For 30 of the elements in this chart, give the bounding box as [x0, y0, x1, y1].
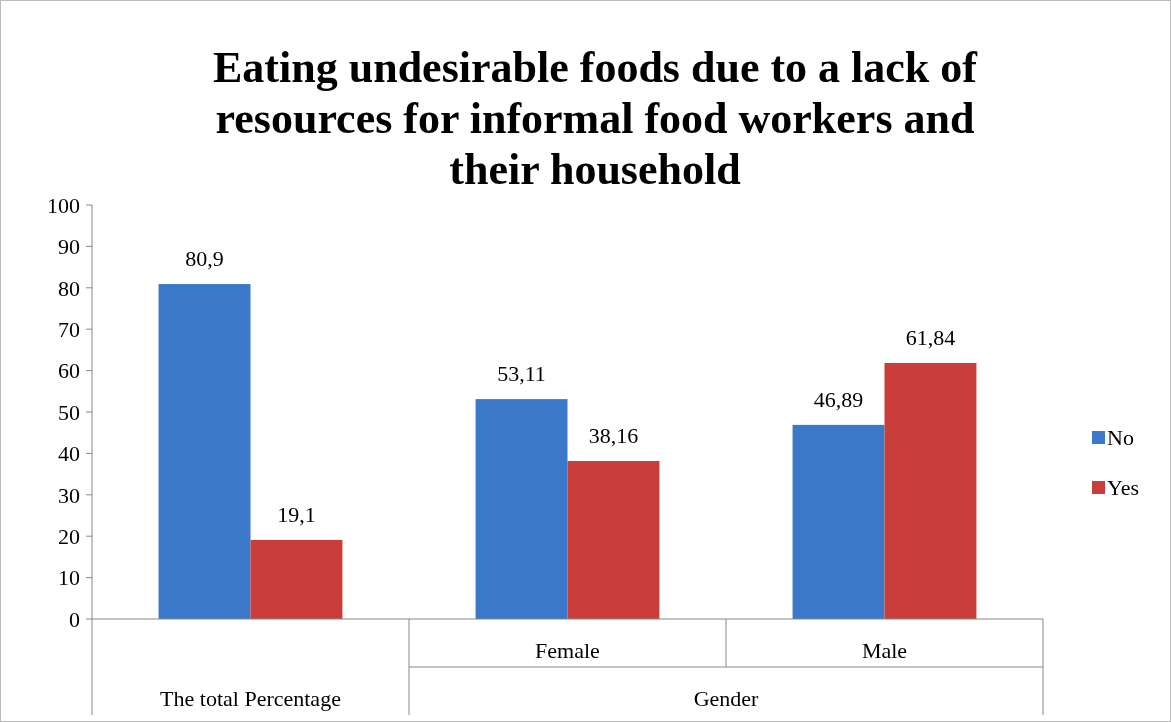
y-tick-label: 80 [58, 275, 80, 301]
bar [475, 399, 568, 619]
bar [792, 424, 885, 619]
text: The total Percentage [160, 685, 341, 711]
x-tick-label: Male [861, 637, 908, 663]
y-tick-label: 0 [69, 606, 80, 632]
data-label: 46,89 [813, 386, 864, 412]
bar [250, 539, 343, 619]
data-label: 80,9 [185, 246, 224, 272]
data-label: 38,16 [588, 423, 639, 449]
y-tick-label: 30 [58, 482, 80, 508]
y-tick-label: 40 [58, 441, 80, 467]
bar [884, 362, 977, 619]
chart-title: Eating undesirable foods due to a lack of resources for informal food workers and their household [213, 43, 979, 194]
legend-label: Yes [1107, 474, 1140, 500]
y-tick-label: 60 [58, 358, 80, 384]
text: Gender [693, 685, 760, 711]
y-tick-label: 90 [58, 234, 80, 260]
y-tick-label: 50 [58, 399, 80, 425]
y-tick-label: 20 [58, 523, 80, 549]
y-tick-label: 100 [47, 192, 80, 218]
bar [567, 461, 660, 619]
data-label: 53,11 [497, 361, 546, 387]
bar [158, 284, 251, 619]
data-label: 19,1 [277, 501, 316, 527]
y-tick-label: 10 [58, 565, 80, 591]
legend-label: No [1107, 424, 1134, 450]
data-label: 61,84 [905, 324, 956, 350]
y-tick-label: 70 [58, 316, 80, 342]
x-tick-label: Female [535, 637, 600, 663]
